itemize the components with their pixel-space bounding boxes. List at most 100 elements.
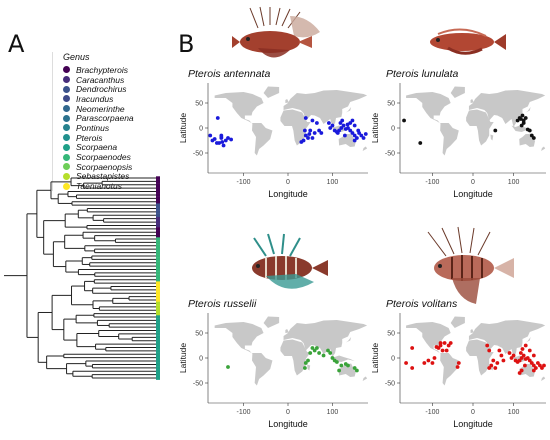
occurrence-point: [448, 341, 453, 345]
occurrence-point: [226, 136, 230, 140]
occurrence-point: [455, 365, 460, 369]
occurrence-point: [521, 353, 526, 358]
occurrence-point: [226, 365, 230, 369]
x-tick-label: 0: [286, 179, 290, 186]
occurrence-point: [410, 346, 415, 350]
x-tick-label: 0: [286, 409, 290, 416]
y-axis-label: Latitude: [372, 113, 380, 144]
landmass: [466, 339, 494, 376]
landmass: [440, 353, 459, 386]
x-tick-label: 0: [471, 409, 475, 416]
occurrence-point: [345, 122, 350, 127]
occurrence-point: [432, 356, 437, 360]
landmass: [525, 107, 531, 113]
legend-item: Iracundus: [63, 94, 175, 104]
occurrence-point: [308, 128, 313, 133]
occurrence-point: [219, 135, 224, 139]
tree-tip: [156, 308, 160, 313]
occurrence-point: [440, 348, 445, 353]
y-tick-label: -50: [193, 151, 203, 158]
occurrence-point: [330, 123, 335, 128]
tree-tip: [156, 206, 160, 211]
occurrence-point: [342, 133, 347, 138]
tree-tip: [156, 230, 160, 235]
occurrence-point: [519, 123, 524, 128]
occurrence-point: [499, 353, 504, 358]
occurrence-point: [302, 128, 307, 133]
tree-tip: [156, 271, 160, 275]
occurrence-point: [493, 128, 498, 133]
occurrence-point: [334, 360, 339, 364]
occurrence-point: [326, 348, 330, 353]
tree-tip: [156, 332, 160, 336]
occurrence-point: [341, 123, 346, 128]
legend-label: Iracundus: [76, 93, 114, 104]
occurrence-point: [229, 137, 234, 142]
legend-dot: [63, 143, 70, 151]
landmass: [440, 123, 459, 156]
occurrence-point: [352, 123, 357, 128]
landmass: [280, 109, 311, 146]
tree-tip: [156, 247, 160, 252]
landmass: [450, 316, 465, 328]
legend-item: Scorpaenopsis: [63, 162, 175, 172]
occurrence-point: [442, 341, 447, 345]
legend-dot: [63, 163, 70, 171]
lionfish-russelii-image: [252, 233, 328, 289]
legend-dot: [63, 153, 70, 161]
x-tick-label: -100: [237, 409, 251, 416]
tree-tip: [156, 288, 160, 292]
tree-tip: [156, 203, 160, 208]
x-tick-label: -100: [237, 179, 251, 186]
tree-tip: [156, 376, 160, 380]
landmass: [450, 86, 465, 98]
occurrence-point: [354, 136, 359, 140]
occurrence-point: [527, 128, 532, 133]
tree-tip: [156, 254, 160, 258]
legend-label: Taenianotus: [76, 181, 123, 192]
landmass: [468, 320, 546, 357]
occurrence-points: [402, 113, 536, 145]
occurrence-point: [402, 118, 406, 123]
occurrence-point: [485, 343, 490, 348]
occurrence-point: [328, 126, 333, 130]
landmass: [525, 337, 531, 343]
landmass: [214, 92, 264, 124]
landmass: [345, 337, 352, 343]
tree-tip: [156, 339, 160, 343]
y-tick-label: 0: [391, 126, 395, 133]
occurrence-point: [317, 128, 322, 133]
occurrence-point: [523, 343, 528, 348]
legend-dot: [63, 182, 70, 190]
legend-label: Scorpaenopsis: [76, 161, 133, 172]
tree-tip: [156, 366, 160, 370]
tree-tip: [156, 213, 160, 218]
legend-item: Taenianotus: [63, 181, 175, 191]
legend-label: Caracanthus: [76, 74, 125, 85]
landmass: [338, 363, 356, 377]
legend-label: Parascorpaena: [76, 113, 134, 124]
occurrence-point: [495, 361, 500, 365]
land-layer: [406, 316, 546, 386]
x-tick-label: 100: [508, 409, 520, 416]
legend-dot: [63, 114, 70, 122]
occurrence-point: [306, 136, 310, 140]
occurrence-point: [350, 118, 355, 123]
occurrence-point: [542, 363, 546, 368]
landmass: [519, 363, 536, 377]
y-tick-label: 50: [387, 101, 395, 108]
occurrence-point: [312, 348, 317, 353]
landmass: [541, 146, 546, 151]
tree-tip: [156, 311, 160, 316]
tree-tip: [156, 186, 160, 191]
occurrence-point: [456, 361, 461, 365]
legend-item: Brachypterois: [63, 65, 175, 75]
tree-tip: [156, 264, 160, 269]
lionfish-lunulata-image: [430, 28, 506, 55]
y-tick-label: 0: [199, 126, 203, 133]
occurrence-point: [493, 366, 498, 370]
y-axis-label: Latitude: [372, 343, 380, 374]
tree-tip: [156, 240, 160, 245]
tree-tip: [156, 257, 160, 262]
tree-tip: [156, 274, 160, 279]
